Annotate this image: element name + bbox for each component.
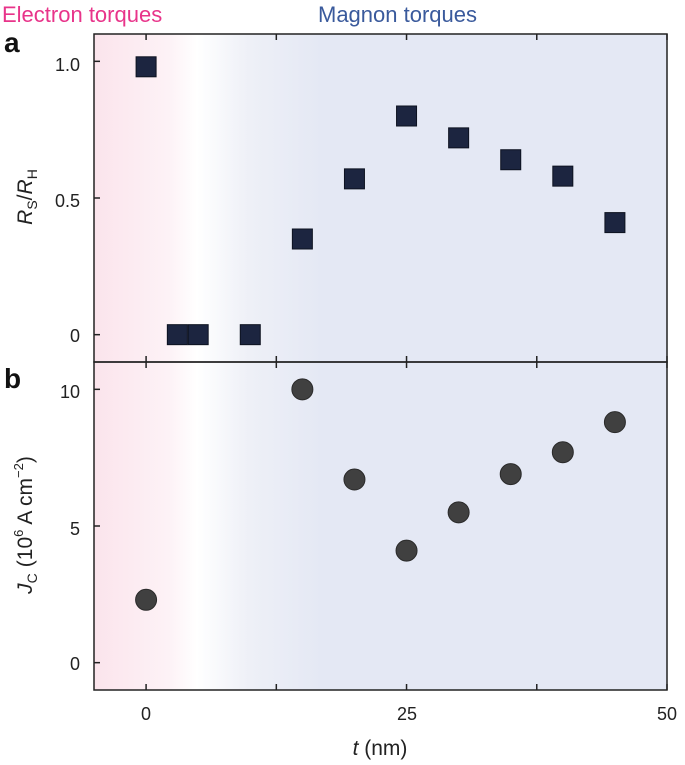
data-point-a-9: [552, 165, 574, 187]
x-tick-label-1: 0: [141, 704, 151, 724]
panel-b-marks: [135, 378, 626, 611]
data-point-b-7: [603, 411, 626, 434]
y-tick-label-b-2: 5: [70, 519, 80, 539]
y-axis-a-main: R: [14, 210, 37, 225]
x-tick-label-3: 50: [657, 704, 677, 724]
y-axis-b-close: ): [14, 456, 37, 463]
panel-b-background: [94, 362, 667, 690]
data-point-b-4: [447, 501, 470, 524]
y-tick-label-a-2: 0.5: [55, 191, 80, 211]
data-point-b-3: [395, 539, 418, 562]
region-label-magnon: Magnon torques: [318, 2, 477, 27]
y-axis-title-b: JC (106 A cm−2): [11, 456, 40, 595]
y-axis-b-exp: 6: [11, 530, 26, 537]
data-point-a-5: [343, 168, 365, 190]
data-point-b-0: [135, 588, 158, 611]
data-point-b-2: [343, 468, 366, 491]
y-axis-b-sub: C: [24, 573, 40, 583]
data-point-b-6: [551, 441, 574, 464]
y-axis-b-open: (10: [14, 537, 37, 567]
data-point-a-6: [396, 105, 418, 127]
data-point-a-10: [604, 212, 626, 234]
data-point-a-3: [239, 324, 261, 346]
y-tick-label-b-1: 10: [60, 382, 80, 402]
y-axis-b-main: J: [14, 583, 37, 595]
y-axis-a-main2: R: [14, 179, 37, 194]
data-point-a-7: [448, 127, 470, 149]
data-point-a-2: [187, 324, 209, 346]
data-point-b-1: [291, 378, 314, 401]
y-axis-b-unit: A cm: [14, 478, 37, 525]
panel-a-marks: [135, 56, 626, 346]
panel-letter-b: b: [4, 363, 21, 394]
y-tick-label-a-3: 0: [70, 326, 80, 346]
y-axis-a-sub2: H: [24, 169, 40, 179]
panel-letter-a: a: [4, 27, 20, 58]
y-tick-label-a-1: 1.0: [55, 55, 80, 75]
x-tick-label-2: 25: [397, 704, 417, 724]
y-axis-a-slash: /: [14, 194, 37, 200]
data-point-a-8: [500, 149, 522, 171]
x-axis-variable: t: [353, 737, 360, 760]
data-point-b-5: [499, 463, 522, 486]
y-tick-label-b-3: 0: [70, 654, 80, 674]
data-point-a-1: [166, 324, 188, 346]
data-point-a-0: [135, 56, 157, 78]
y-axis-title-a: RS/RH: [14, 169, 40, 225]
data-point-a-4: [291, 228, 313, 250]
panel-a-background: [94, 34, 667, 362]
y-axis-a-sub1: S: [24, 200, 40, 209]
panel-b-frame: [93, 361, 668, 691]
x-axis-unit: (nm): [364, 737, 407, 760]
y-axis-b-exp2: −2: [11, 463, 26, 478]
region-label-electron: Electron torques: [2, 2, 162, 27]
x-axis-title: t (nm): [353, 737, 408, 760]
